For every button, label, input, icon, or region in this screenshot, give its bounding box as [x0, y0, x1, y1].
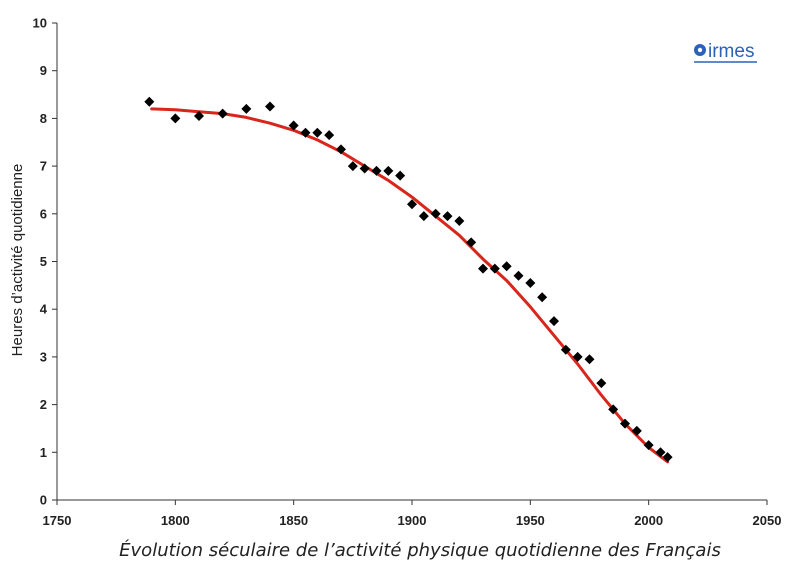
y-tick-label: 8 [40, 111, 47, 126]
y-tick-label: 0 [40, 493, 47, 508]
y-tick-label: 7 [40, 159, 47, 174]
data-point [217, 108, 228, 119]
data-point [288, 120, 299, 131]
data-point [596, 378, 607, 389]
data-point [525, 277, 536, 288]
axes [56, 23, 767, 501]
data-point [537, 292, 548, 303]
data-point [324, 130, 335, 141]
x-tick-label: 2000 [634, 513, 663, 528]
trend-line [150, 107, 670, 464]
x-tick-label: 1900 [398, 513, 427, 528]
data-point [418, 211, 429, 222]
data-point [170, 113, 181, 124]
data-point [643, 440, 654, 451]
x-tick-label: 1800 [161, 513, 190, 528]
data-point [489, 263, 500, 274]
data-point [241, 103, 252, 114]
data-point [584, 354, 595, 365]
data-point [300, 127, 311, 138]
data-point [572, 351, 583, 362]
y-tick-label: 3 [40, 349, 47, 364]
data-point [336, 144, 346, 155]
y-axis-label: Heures d’activité quotidienne [9, 164, 26, 357]
data-point [454, 215, 465, 226]
data-point [430, 208, 441, 219]
y-tick-label: 1 [40, 445, 47, 460]
trend-line-path [150, 107, 670, 464]
y-tick-labels: 0 1 2 3 4 5 6 7 8 9 10 [33, 16, 57, 508]
data-point [655, 447, 666, 458]
data-point [265, 101, 275, 112]
x-tick-labels: 1750 1800 1850 1900 1950 2000 2050 [43, 500, 782, 528]
y-tick-label: 6 [40, 206, 47, 221]
data-point [194, 111, 204, 122]
data-point [513, 270, 524, 281]
data-point [383, 165, 394, 176]
x-tick-label: 1950 [516, 513, 545, 528]
data-point [371, 165, 382, 176]
data-point [312, 127, 323, 138]
irmes-logo: irmes [694, 41, 757, 63]
data-point [359, 163, 370, 174]
data-point [549, 316, 559, 327]
data-point [144, 96, 155, 107]
data-point [466, 237, 477, 248]
x-tick-label: 1750 [43, 513, 72, 528]
y-tick-label: 5 [40, 254, 47, 269]
data-point [442, 211, 453, 222]
data-point [407, 199, 417, 210]
data-point [608, 404, 619, 415]
x-tick-label: 1850 [279, 513, 308, 528]
y-tick-label: 2 [40, 397, 47, 412]
data-point [631, 425, 642, 436]
logo-text: irmes [708, 41, 754, 62]
data-point [662, 452, 673, 463]
data-point [501, 261, 512, 272]
x-tick-label: 2050 [753, 513, 782, 528]
chart-caption: Évolution séculaire de l’activité physiq… [119, 539, 721, 561]
y-tick-label: 9 [40, 63, 47, 78]
data-point [478, 263, 488, 274]
data-point [347, 161, 358, 172]
data-point [620, 418, 630, 429]
y-tick-label: 4 [40, 302, 48, 317]
data-points [144, 96, 673, 463]
y-tick-label: 10 [33, 16, 47, 31]
data-point [395, 170, 406, 181]
data-point [560, 344, 571, 355]
